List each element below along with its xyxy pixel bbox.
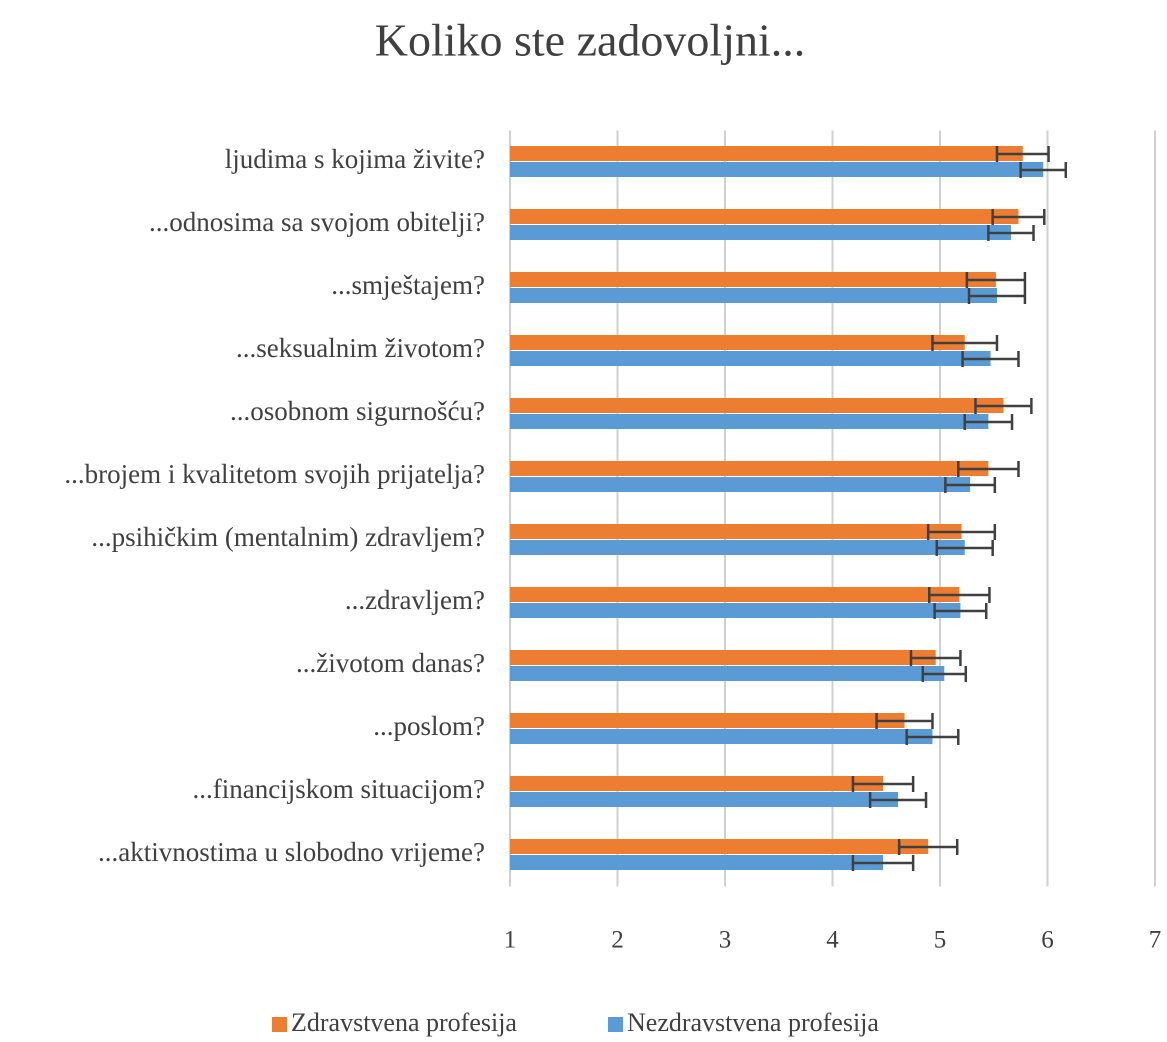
bar bbox=[510, 666, 945, 681]
y-tick-label: ...financijskom situacijom? bbox=[193, 774, 485, 804]
error-bar bbox=[921, 666, 968, 682]
x-tick-label: 2 bbox=[611, 927, 624, 954]
bar bbox=[510, 540, 965, 555]
bar bbox=[510, 524, 962, 539]
error-bar bbox=[965, 272, 1027, 288]
bar bbox=[510, 603, 961, 618]
error-bar bbox=[928, 587, 991, 603]
error-bar bbox=[931, 335, 999, 351]
legend-label: Zdravstvena profesija bbox=[291, 1008, 517, 1037]
y-tick-label: ...životom danas? bbox=[296, 648, 485, 678]
error-bar bbox=[967, 288, 1027, 304]
x-tick-label: 7 bbox=[1149, 927, 1162, 954]
x-tick-label: 1 bbox=[504, 927, 517, 954]
bar bbox=[510, 650, 936, 665]
bar bbox=[510, 398, 1004, 413]
legend-label: Nezdravstvena profesija bbox=[627, 1008, 879, 1037]
y-tick-label: ...poslom? bbox=[373, 711, 485, 741]
bar bbox=[510, 335, 965, 350]
bar bbox=[510, 272, 996, 287]
y-tick-label: ...aktivnostima u slobodno vrijeme? bbox=[98, 837, 485, 867]
error-bar bbox=[875, 713, 934, 729]
error-bar bbox=[961, 351, 1020, 367]
y-tick-label: ...smještajem? bbox=[331, 270, 485, 300]
error-bar bbox=[897, 839, 959, 855]
x-tick-label: 4 bbox=[826, 927, 839, 954]
bar bbox=[510, 461, 989, 476]
x-tick-label: 6 bbox=[1041, 927, 1054, 954]
bar bbox=[510, 729, 933, 744]
error-bar bbox=[974, 398, 1033, 414]
y-tick-label: ...odnosima sa svojom obitelji? bbox=[149, 207, 485, 237]
chart-title: Koliko ste zadovoljni... bbox=[375, 15, 806, 66]
bar bbox=[510, 713, 905, 728]
bar bbox=[510, 225, 1011, 240]
y-tick-label: ...zdravljem? bbox=[345, 585, 485, 615]
error-bar bbox=[987, 225, 1035, 241]
bar bbox=[510, 587, 960, 602]
bar bbox=[510, 839, 929, 854]
y-tick-label: ljudima s kojima živite? bbox=[225, 144, 485, 174]
error-bar bbox=[991, 209, 1046, 225]
bar bbox=[510, 792, 899, 807]
legend-swatch bbox=[272, 1017, 287, 1032]
error-bar bbox=[851, 855, 915, 871]
bar bbox=[510, 776, 884, 791]
bar bbox=[510, 855, 884, 870]
error-bar bbox=[995, 146, 1050, 162]
x-tick-label: 3 bbox=[719, 927, 732, 954]
y-tick-label: ...seksualnim životom? bbox=[236, 333, 485, 363]
error-bar bbox=[933, 603, 988, 619]
error-bar bbox=[909, 650, 962, 666]
bar bbox=[510, 146, 1023, 161]
error-bar bbox=[868, 792, 928, 808]
bar bbox=[510, 162, 1044, 177]
error-bar bbox=[851, 776, 915, 792]
bar bbox=[510, 351, 991, 366]
error-bar bbox=[963, 414, 1014, 430]
error-bar bbox=[944, 477, 997, 493]
y-tick-label: ...psihičkim (mentalnim) zdravljem? bbox=[91, 522, 485, 552]
bar bbox=[510, 414, 989, 429]
y-tick-label: ...brojem i kvalitetom svojih prijatelja… bbox=[64, 459, 485, 489]
x-tick-label: 5 bbox=[934, 927, 947, 954]
bar bbox=[510, 477, 971, 492]
error-bar bbox=[935, 540, 994, 556]
error-bar bbox=[926, 524, 997, 540]
error-bar bbox=[905, 729, 960, 745]
y-tick-label: ...osobnom sigurnošću? bbox=[230, 396, 485, 426]
error-bar bbox=[957, 461, 1020, 477]
error-bar bbox=[1019, 162, 1068, 178]
bar bbox=[510, 209, 1019, 224]
bar bbox=[510, 288, 997, 303]
legend-swatch bbox=[608, 1017, 623, 1032]
